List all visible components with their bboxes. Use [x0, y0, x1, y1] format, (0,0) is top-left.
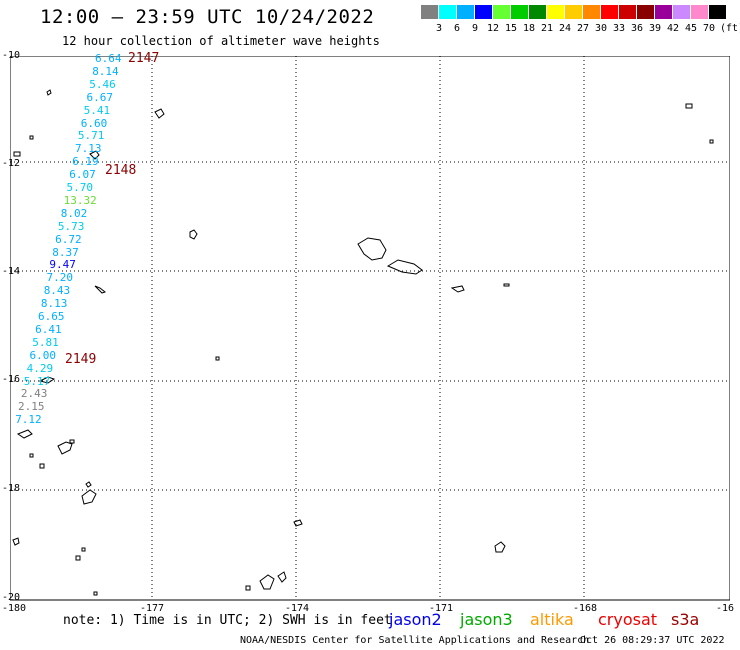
colorbar-label: 39 — [648, 23, 662, 34]
wave-height-label: 5.71 — [77, 129, 105, 143]
colorbar-swatch — [475, 5, 492, 19]
colorbar-label: 15 — [504, 23, 518, 34]
wave-height-label: 6.64 — [95, 52, 122, 65]
wave-height-label: 8.13 — [40, 297, 68, 311]
legend-jason2: jason2 — [389, 610, 442, 629]
colorbar-unit: (ft) — [719, 23, 740, 34]
colorbar-label: 42 — [666, 23, 680, 34]
lon-label: -16 — [716, 603, 735, 614]
wave-height-label: 2.43 — [20, 387, 48, 401]
wave-height-label: 5.17 — [23, 374, 51, 388]
colorbar-swatch — [529, 5, 546, 19]
colorbar-swatch — [583, 5, 600, 19]
colorbar-label: 21 — [540, 23, 554, 34]
lat-label: -12 — [2, 158, 21, 169]
map-plot — [10, 56, 730, 601]
wave-height-label: 6.67 — [86, 90, 114, 104]
colorbar-label: 33 — [612, 23, 626, 34]
colorbar-swatch — [619, 5, 636, 19]
wave-height-label: 6.72 — [55, 232, 82, 246]
wave-height-label: 5.73 — [57, 219, 85, 233]
wave-height-label: 7.20 — [46, 271, 74, 285]
wave-height-label: 2.15 — [18, 400, 45, 414]
wave-height-label: 9.47 — [49, 258, 76, 272]
wave-height-label: 5.41 — [83, 103, 111, 117]
colorbar-label: 45 — [684, 23, 698, 34]
colorbar-swatch — [511, 5, 528, 19]
legend-s3a: s3a — [671, 610, 700, 629]
track-label: 2147 — [128, 51, 160, 66]
timestamp: Oct 26 08:29:37 UTC 2022 — [580, 635, 725, 646]
colorbar-label: 18 — [522, 23, 536, 34]
wave-height-label: 6.00 — [29, 348, 57, 362]
page-subtitle: 12 hour collection of altimeter wave hei… — [62, 34, 380, 48]
wave-height-label: 7.12 — [15, 413, 42, 427]
colorbar-label: 70 — [702, 23, 716, 34]
lon-label: -174 — [285, 603, 310, 614]
lat-label: -16 — [2, 374, 21, 385]
wave-height-label: 6.65 — [38, 310, 65, 323]
colorbar-swatch — [601, 5, 618, 19]
wave-height-label: 8.37 — [52, 245, 79, 259]
colorbar-swatch — [709, 5, 726, 19]
track-label: 2148 — [105, 163, 137, 178]
wave-height-label: 5.81 — [32, 335, 59, 349]
colorbar-label: 3 — [435, 23, 443, 34]
track-label: 2149 — [65, 352, 97, 367]
wave-height-label: 13.32 — [63, 193, 97, 207]
colorbar-label: 6 — [453, 23, 461, 34]
legend-jason3: jason3 — [460, 610, 513, 629]
colorbar-swatch — [691, 5, 708, 19]
wave-height-label: 6.41 — [35, 322, 62, 336]
legend-cryosat: cryosat — [598, 610, 658, 629]
lat-label: -20 — [2, 592, 21, 603]
colorbar-label: 9 — [471, 23, 479, 34]
map-frame — [10, 56, 730, 601]
wave-height-label: 5.70 — [66, 181, 94, 194]
wave-height-label: 8.02 — [60, 206, 88, 220]
lon-label: -171 — [429, 603, 454, 614]
colorbar-label: 27 — [576, 23, 590, 34]
legend-altika: altika — [530, 610, 574, 629]
lat-label: -10 — [2, 50, 21, 61]
lat-label: -14 — [2, 266, 21, 277]
lon-label: -180 — [2, 603, 27, 614]
note-text: note: 1) Time is in UTC; 2) SWH is in fe… — [63, 613, 392, 628]
wave-height-label: 6.07 — [69, 168, 96, 182]
page-title: 12:00 – 23:59 UTC 10/24/2022 — [40, 6, 375, 28]
lon-label: -177 — [140, 603, 165, 614]
wave-height-label: 7.13 — [75, 142, 102, 156]
colorbar-swatch — [637, 5, 654, 19]
colorbar-swatch — [493, 5, 510, 19]
lon-label: -168 — [573, 603, 598, 614]
wave-height-label: 6.19 — [72, 155, 99, 169]
colorbar-swatch — [565, 5, 582, 19]
coastlines — [12, 89, 714, 596]
colorbar-swatch — [547, 5, 564, 19]
wave-height-label: 4.29 — [26, 361, 54, 375]
wave-height-label: 6.60 — [80, 116, 108, 130]
lat-label: -18 — [2, 483, 21, 494]
graticule — [10, 56, 730, 600]
wave-height-label: 8.14 — [92, 64, 119, 78]
wave-height-label: 5.46 — [89, 77, 116, 91]
colorbar-swatch — [673, 5, 690, 19]
credit-text: NOAA/NESDIS Center for Satellite Applica… — [240, 635, 590, 646]
colorbar-label: 12 — [486, 23, 500, 34]
colorbar-label: 36 — [630, 23, 644, 34]
colorbar-swatch — [457, 5, 474, 19]
colorbar-swatch — [439, 5, 456, 19]
colorbar-label: 30 — [594, 23, 608, 34]
wave-height-label: 8.43 — [43, 284, 71, 298]
colorbar-swatch — [421, 5, 438, 19]
colorbar-swatch — [655, 5, 672, 19]
colorbar-label: 24 — [558, 23, 572, 34]
